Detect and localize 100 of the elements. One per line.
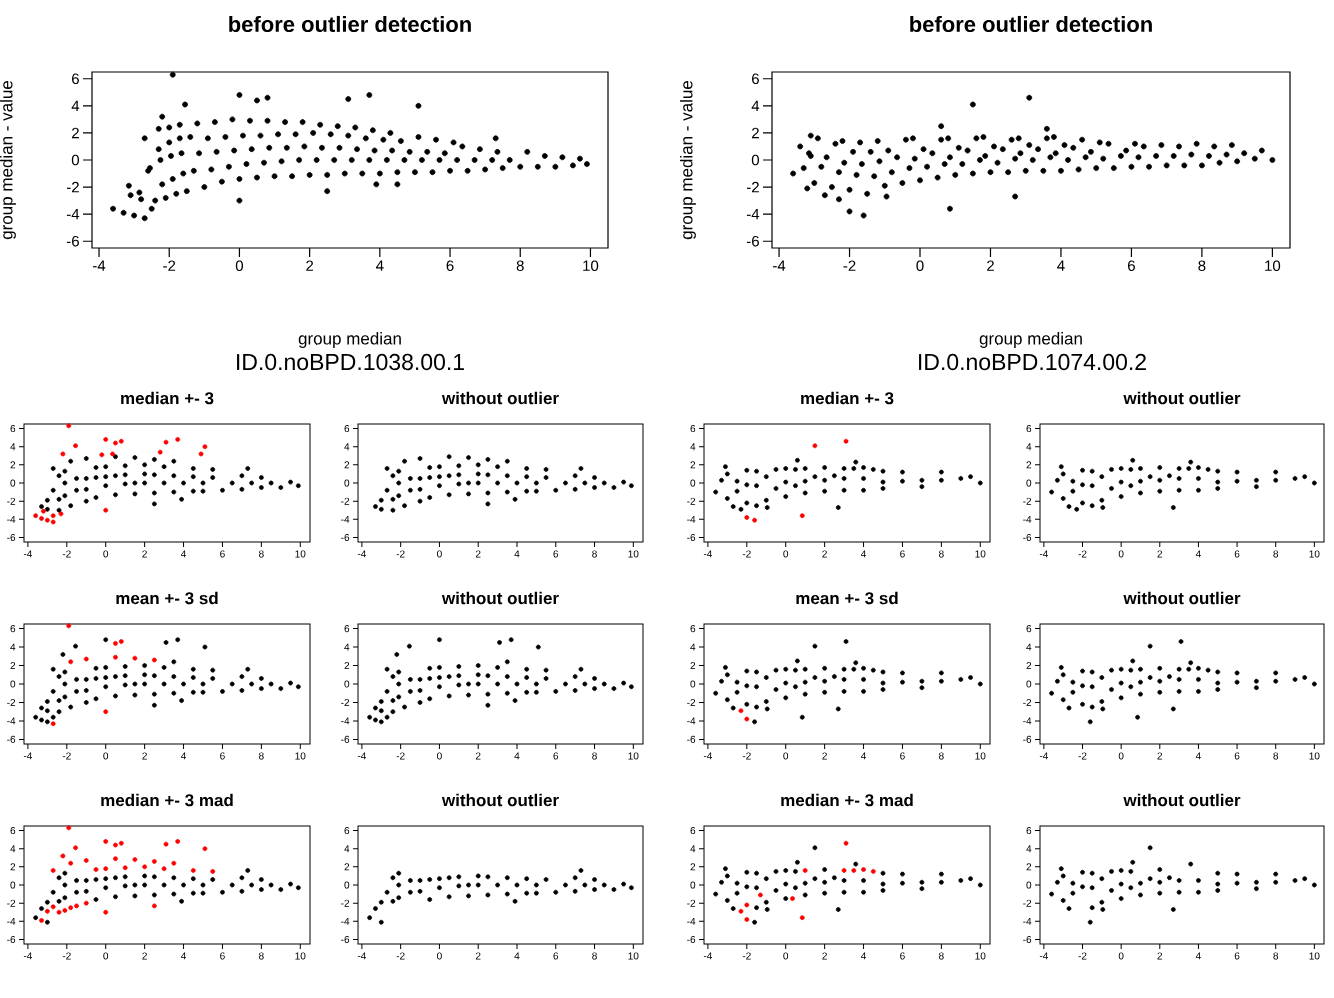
point (103, 909, 109, 915)
point (853, 861, 859, 867)
point (367, 915, 373, 921)
point (1099, 876, 1105, 882)
point (50, 889, 56, 895)
point (1292, 676, 1298, 682)
point (738, 708, 744, 714)
point (919, 678, 925, 684)
point (1070, 689, 1076, 695)
point (56, 898, 62, 904)
point (1234, 670, 1240, 676)
point (456, 874, 462, 880)
point (1302, 876, 1308, 882)
point (1253, 886, 1259, 892)
point (812, 474, 818, 480)
point (68, 860, 74, 866)
point (831, 875, 837, 881)
point (1130, 457, 1136, 463)
point (822, 488, 828, 494)
point (938, 879, 944, 885)
point (938, 469, 944, 475)
point (1253, 477, 1259, 483)
point (841, 688, 847, 694)
point (1060, 471, 1066, 477)
point (1273, 469, 1279, 475)
point (1089, 483, 1095, 489)
point (66, 825, 72, 831)
point (1089, 885, 1095, 891)
point (734, 488, 740, 494)
point (783, 695, 789, 701)
point (524, 876, 530, 882)
point (161, 866, 167, 872)
point (50, 721, 56, 727)
point (724, 697, 730, 703)
point (1157, 488, 1163, 494)
point (783, 680, 789, 686)
point (1130, 658, 1136, 664)
point (50, 519, 56, 525)
point (553, 889, 559, 895)
point (268, 882, 274, 888)
point (763, 899, 769, 905)
point (1273, 477, 1279, 483)
point (1311, 480, 1317, 486)
point (1234, 871, 1240, 877)
point (870, 466, 876, 472)
point (802, 666, 808, 672)
point (475, 882, 481, 888)
point (163, 841, 169, 847)
point (103, 885, 109, 891)
point (1147, 876, 1153, 882)
point (44, 899, 50, 905)
point (773, 667, 779, 673)
point (1118, 695, 1124, 701)
point (161, 882, 167, 888)
point (853, 660, 859, 666)
point (1147, 643, 1153, 649)
point (812, 443, 818, 449)
point (1215, 680, 1221, 686)
point (822, 689, 828, 695)
point (880, 669, 886, 675)
point (1070, 478, 1076, 484)
point (122, 874, 128, 880)
point (1089, 870, 1095, 876)
point (1118, 680, 1124, 686)
point (118, 438, 124, 444)
point (56, 875, 62, 881)
point (62, 895, 68, 901)
point (738, 506, 744, 512)
point (1215, 870, 1221, 876)
point (1253, 685, 1259, 691)
chart-title: median +- 3 mad (101, 793, 233, 807)
point (142, 873, 148, 879)
point (1118, 881, 1124, 887)
point (33, 915, 39, 921)
point (773, 466, 779, 472)
point (822, 665, 828, 671)
point (724, 471, 730, 477)
point (1089, 684, 1095, 690)
point (870, 667, 876, 673)
chart-title: without outlier (1123, 391, 1241, 405)
point (744, 500, 750, 506)
point (142, 882, 148, 888)
point (851, 666, 857, 672)
point (1128, 684, 1134, 690)
point (249, 882, 255, 888)
point (880, 870, 886, 876)
point (1099, 497, 1105, 503)
point (1253, 484, 1259, 490)
point (1060, 697, 1066, 703)
point (744, 869, 750, 875)
point (1058, 866, 1064, 872)
point (390, 898, 396, 904)
point (958, 676, 964, 682)
point (1311, 882, 1317, 888)
point (628, 885, 634, 891)
chart-title: median +- 3 (121, 391, 214, 405)
point (1273, 871, 1279, 877)
point (802, 880, 808, 886)
point (783, 479, 789, 485)
point (514, 882, 520, 888)
